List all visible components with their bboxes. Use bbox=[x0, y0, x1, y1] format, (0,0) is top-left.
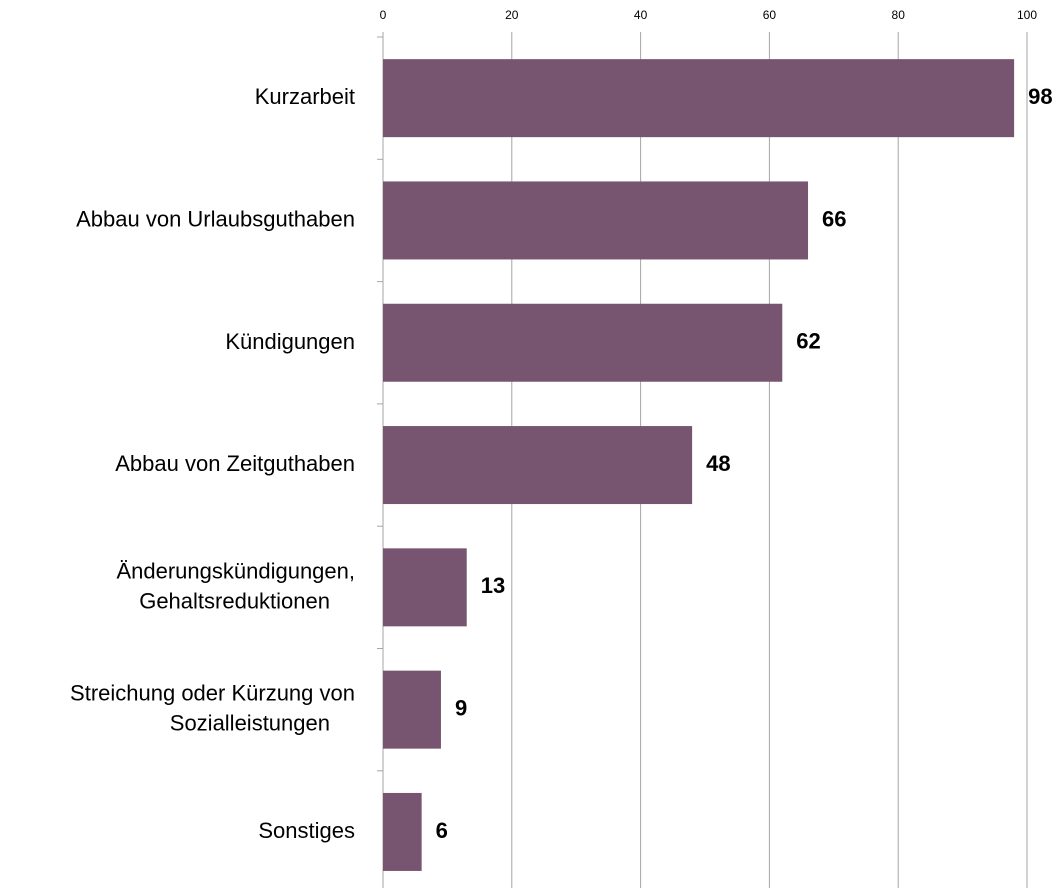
bar bbox=[383, 426, 693, 505]
bar bbox=[383, 792, 422, 871]
category-label: Kündigungen bbox=[225, 329, 355, 354]
x-tick-label: 60 bbox=[763, 8, 777, 22]
category-label: Kurzarbeit bbox=[255, 84, 355, 109]
x-tick-label: 0 bbox=[380, 8, 387, 22]
category-label: Sonstiges bbox=[258, 818, 355, 843]
bar bbox=[383, 548, 467, 627]
value-label: 6 bbox=[436, 818, 448, 843]
bar bbox=[383, 59, 1015, 138]
value-label: 48 bbox=[706, 451, 730, 476]
value-label: 9 bbox=[455, 695, 467, 720]
value-label: 13 bbox=[481, 573, 505, 598]
bar bbox=[383, 303, 783, 382]
x-tick-label: 80 bbox=[892, 8, 906, 22]
value-label: 62 bbox=[796, 329, 820, 354]
x-tick-label: 40 bbox=[634, 8, 648, 22]
x-tick-label: 20 bbox=[505, 8, 519, 22]
bar bbox=[383, 181, 809, 260]
x-tick-label: 100 bbox=[1017, 8, 1037, 22]
category-label: Abbau von Urlaubsguthaben bbox=[76, 206, 355, 231]
value-label: 66 bbox=[822, 206, 846, 231]
bar bbox=[383, 670, 441, 749]
value-label: 98 bbox=[1028, 84, 1052, 109]
category-label: Abbau von Zeitguthaben bbox=[115, 451, 355, 476]
category-label: Streichung oder Kürzung von Sozialleistun… bbox=[70, 680, 355, 735]
category-label: Änderungskündigungen, Gehaltsreduktionen bbox=[116, 558, 355, 613]
